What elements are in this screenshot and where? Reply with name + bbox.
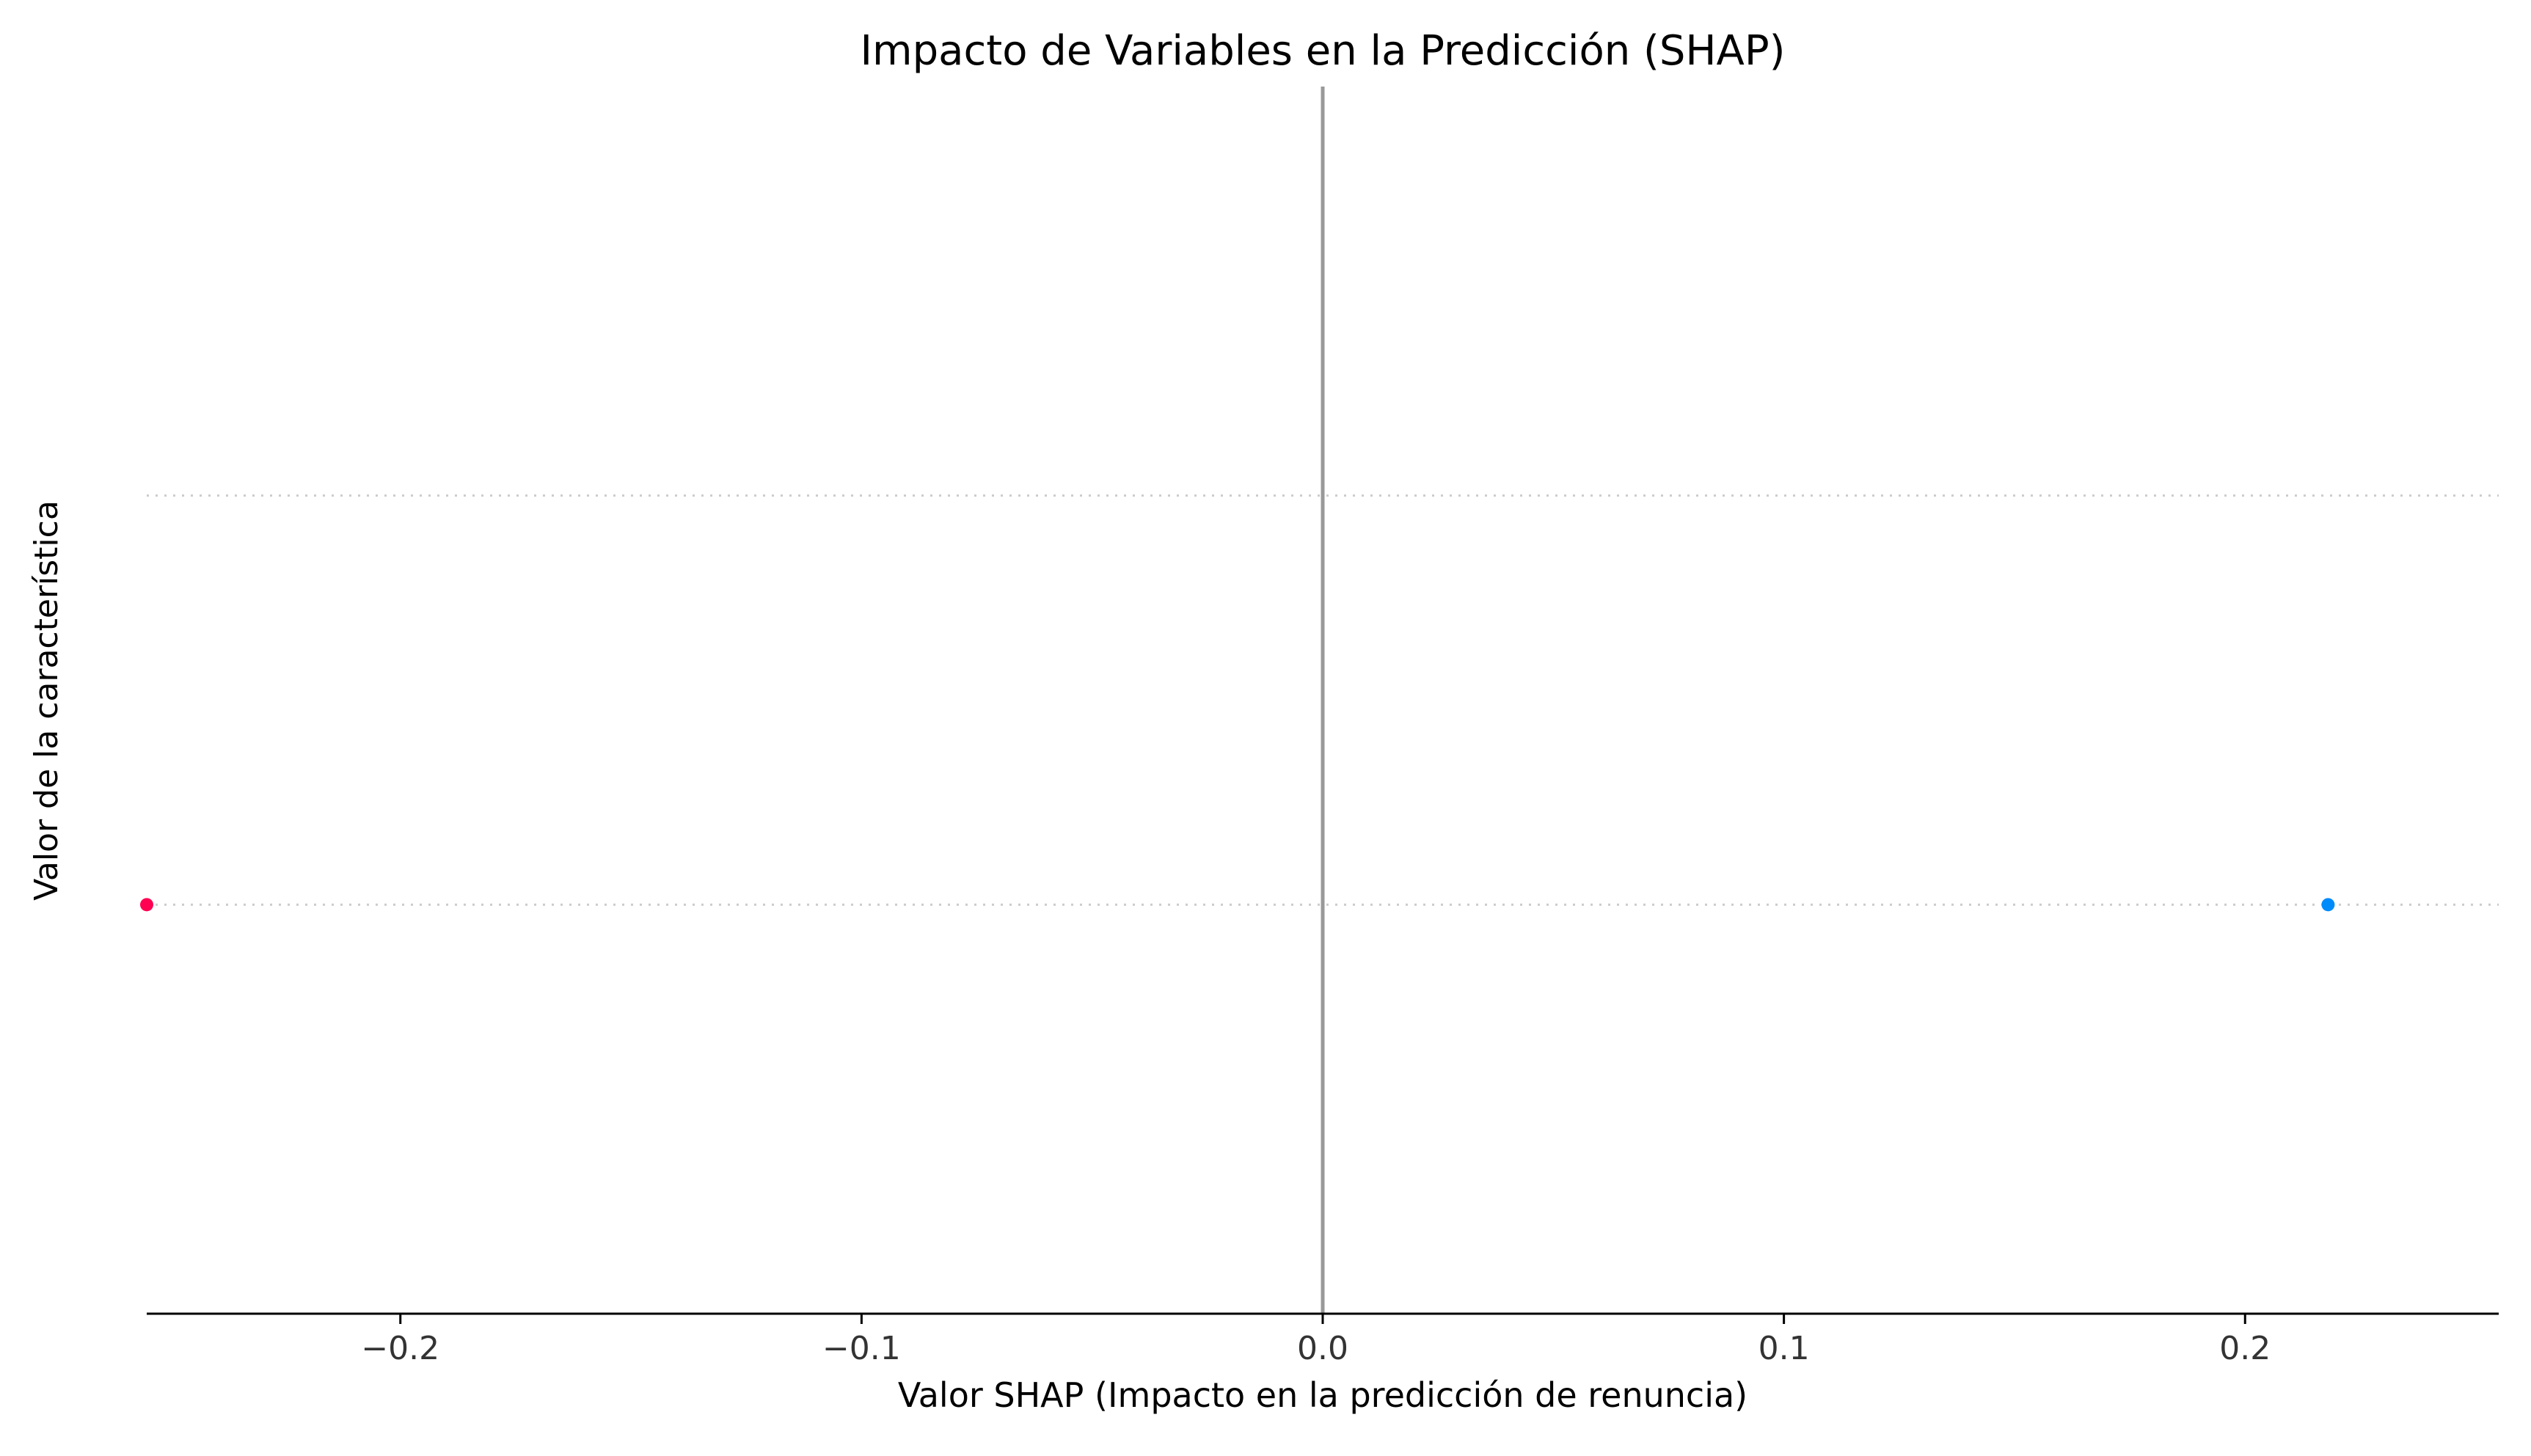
x-axis-ticks: −0.2 −0.1 0.0 0.1 0.2 <box>361 1314 2271 1367</box>
chart-title: Impacto de Variables en la Predicción (S… <box>861 27 1786 75</box>
x-tick-label: −0.2 <box>361 1330 439 1367</box>
x-tick-label: 0.1 <box>1758 1330 1810 1367</box>
x-axis-label: Valor SHAP (Impacto en la predicción de … <box>898 1375 1747 1415</box>
x-tick-label: 0.2 <box>2219 1330 2271 1367</box>
shap-point <box>2321 898 2335 912</box>
data-points <box>140 898 2335 912</box>
shap-point <box>140 898 153 912</box>
y-axis-label: Valor de la característica <box>28 500 65 901</box>
x-tick-label: −0.1 <box>822 1330 901 1367</box>
x-tick-label: 0.0 <box>1297 1330 1348 1367</box>
